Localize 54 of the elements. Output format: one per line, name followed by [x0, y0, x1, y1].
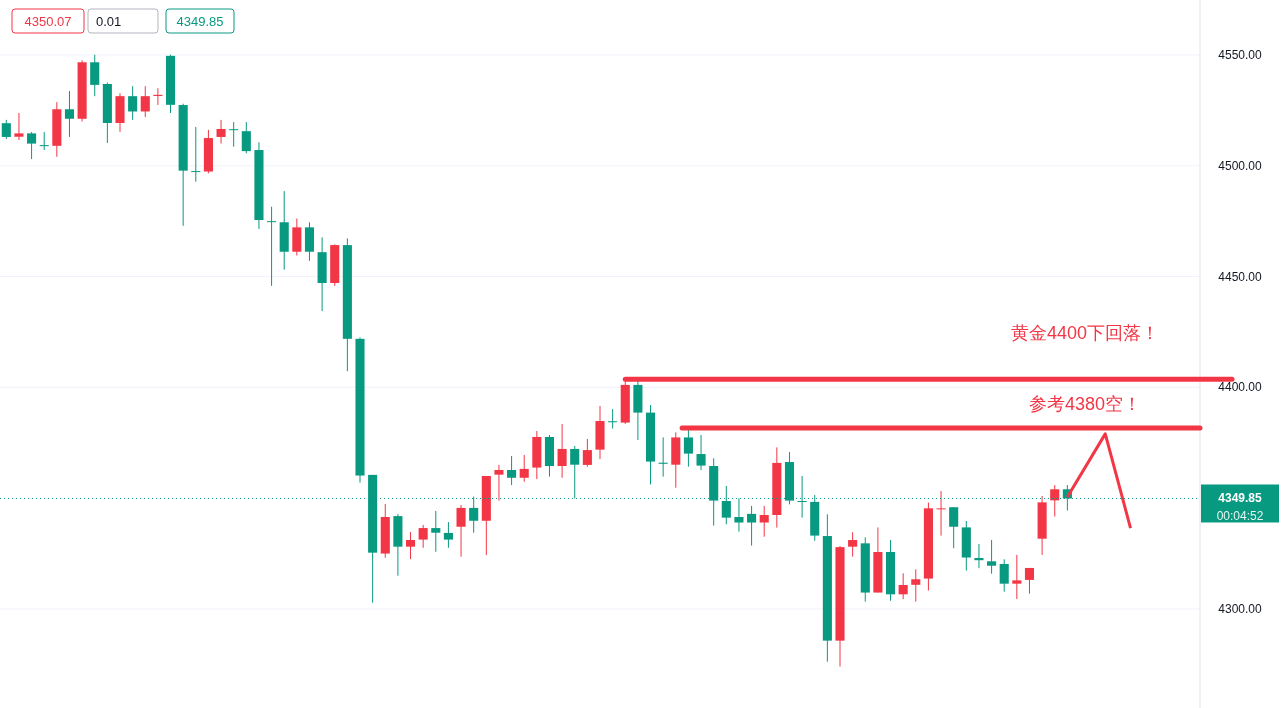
candlestick [999, 558, 1009, 593]
candlestick [557, 423, 567, 479]
candlestick [747, 505, 757, 547]
candlestick [494, 464, 504, 502]
ref-line-label: 黄金4400下回落！ [1010, 323, 1160, 344]
candlestick [608, 408, 618, 430]
candlestick [519, 454, 529, 483]
candlestick [90, 54, 100, 97]
annotation: 4349.85 [176, 14, 224, 29]
candlestick [949, 506, 959, 549]
candlestick [759, 505, 769, 538]
candlestick [443, 521, 453, 549]
candlestick [39, 131, 49, 151]
y-tick-label: 4500.00 [1218, 158, 1263, 173]
candlestick [216, 119, 226, 145]
candlestick [267, 206, 277, 287]
candlestick [191, 126, 201, 183]
candlestick [987, 539, 997, 575]
candlestick [683, 427, 693, 468]
candlestick [570, 445, 580, 499]
y-tick-label: 4300.00 [1218, 601, 1263, 616]
candlestick [936, 490, 946, 537]
candlestick [418, 524, 428, 549]
candlestick [64, 90, 75, 138]
y-tick-label: 4550.00 [1218, 47, 1263, 62]
candlestick [229, 121, 239, 148]
candlestick [974, 543, 984, 569]
y-tick-label: 4450.00 [1218, 269, 1263, 284]
candlestick [1, 119, 11, 140]
candlestick [911, 568, 921, 603]
ref-line-label: 参考4380空！ [1028, 393, 1142, 414]
candlestick [1012, 554, 1022, 600]
candlestick [507, 455, 517, 486]
candlestick [27, 131, 37, 160]
candlestick [582, 438, 592, 468]
candlestick [14, 112, 24, 141]
candlestick [140, 85, 150, 118]
candlestick [241, 121, 251, 154]
y-tick-label: 4400.00 [1218, 380, 1263, 395]
ref-line-label: 4349.85 [1218, 491, 1263, 506]
candlestick [848, 531, 858, 558]
candlestick [128, 85, 138, 121]
candlestick [696, 434, 706, 471]
candlestick [456, 504, 466, 558]
text: 00:04:52 [1216, 509, 1264, 524]
candlestick [1024, 567, 1035, 595]
candlestick [658, 436, 668, 478]
candlestick [405, 531, 416, 560]
candlestick [153, 87, 163, 106]
candlestick [898, 572, 908, 600]
annotation: 0.01 [96, 14, 122, 29]
candlestick [431, 510, 441, 553]
candlestick [1050, 484, 1060, 518]
annotation: 4350.07 [24, 14, 72, 29]
